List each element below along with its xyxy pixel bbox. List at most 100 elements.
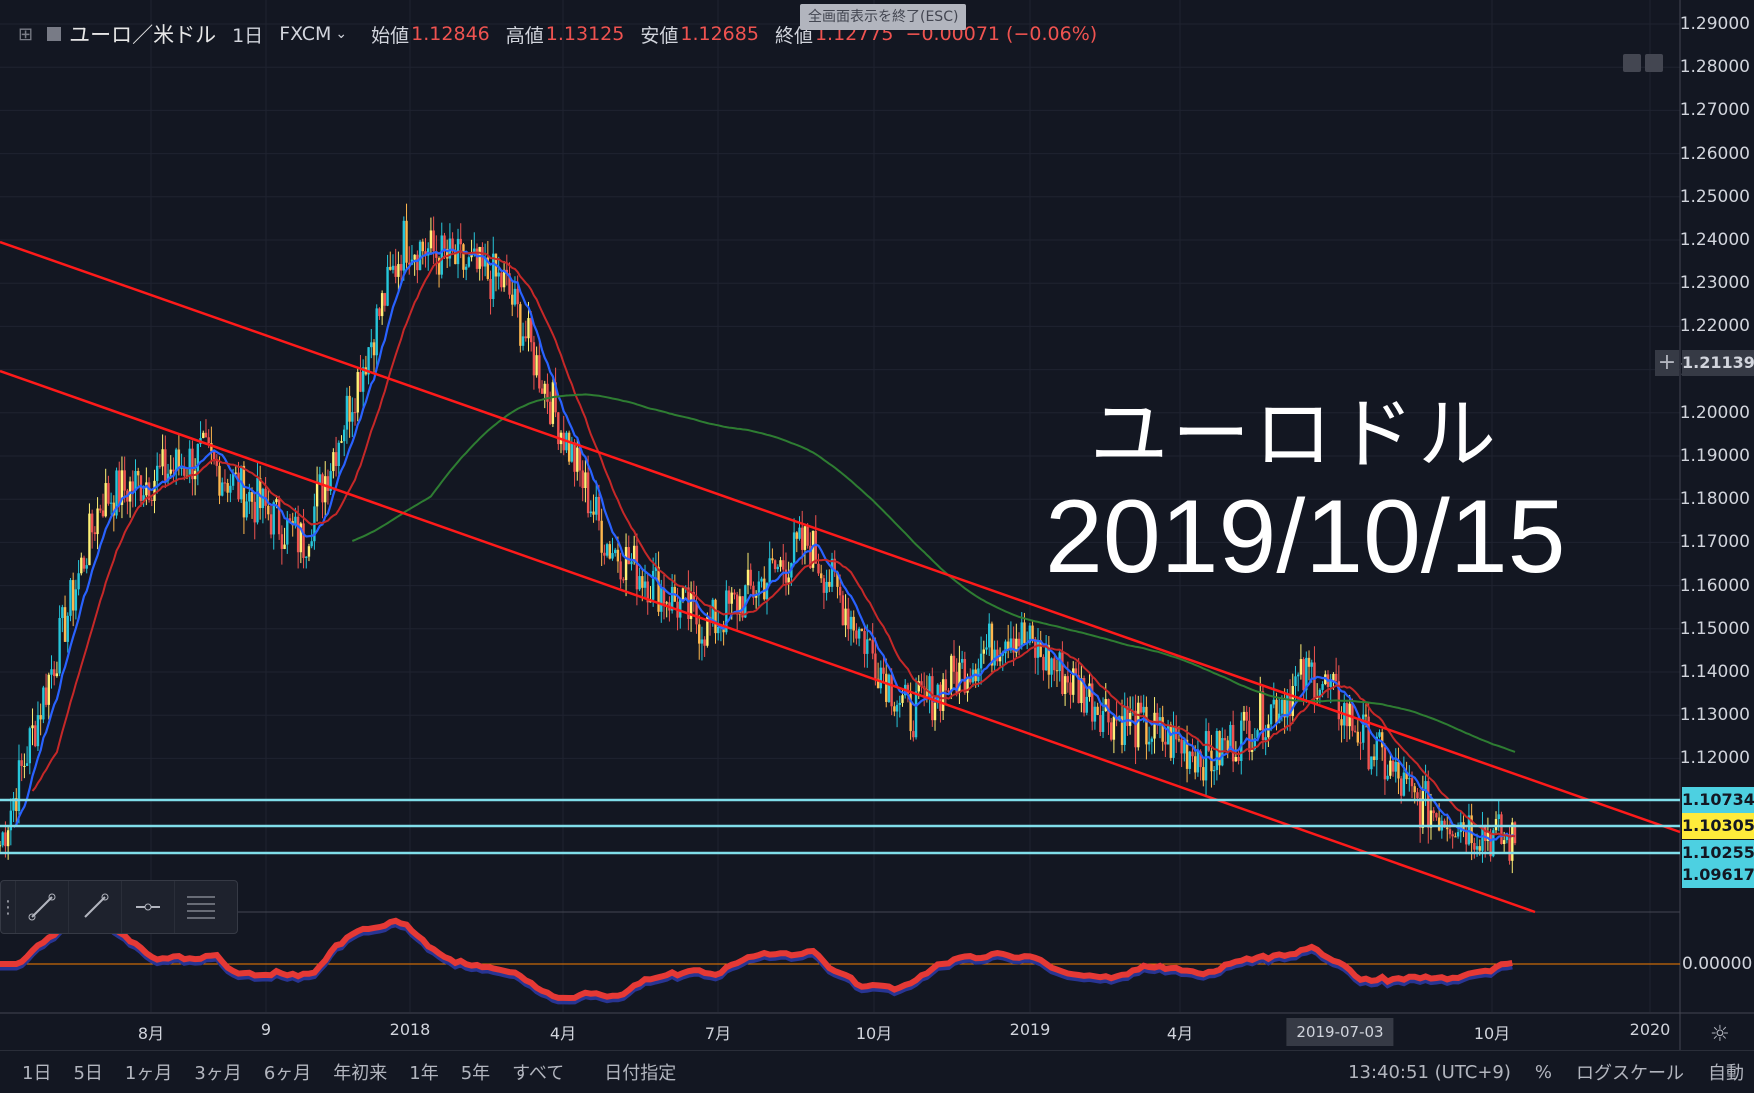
candle-body	[817, 563, 820, 574]
candle-body	[492, 253, 495, 300]
candle-body	[1386, 775, 1389, 780]
candle-body	[145, 482, 148, 496]
price-tick: 1.18000	[1679, 489, 1750, 510]
candle-body	[635, 545, 639, 590]
candle-body	[258, 478, 262, 509]
time-tick: 10月	[855, 1024, 893, 1043]
interval-label[interactable]: 1日	[232, 24, 264, 47]
parallel-channel-icon[interactable]	[174, 881, 227, 933]
candle-body	[448, 238, 452, 259]
candle-body	[188, 448, 191, 477]
crosshair-price-label: 1.21139	[1682, 350, 1754, 376]
price-tick: 1.12000	[1679, 748, 1750, 769]
candle-body	[1091, 683, 1094, 722]
candle-body	[622, 579, 625, 581]
price-tick: 1.23000	[1679, 273, 1750, 294]
candle-body	[1147, 741, 1151, 745]
candle-body	[535, 355, 538, 376]
price-axis[interactable]: 1.29000 1.28000 1.27000 1.26000 1.25000 1.240…	[1679, 0, 1754, 1040]
candle-body	[738, 596, 742, 615]
candle-body	[809, 545, 812, 568]
candle-body	[611, 553, 614, 559]
candle-body	[595, 496, 598, 515]
range-button[interactable]: 年初来	[333, 1063, 388, 1084]
candle-body	[806, 526, 809, 546]
candle-body	[746, 569, 750, 586]
candle-body	[1039, 640, 1042, 657]
range-button[interactable]: 5日	[73, 1063, 103, 1084]
date-picker-button[interactable]: 日付指定	[604, 1063, 677, 1084]
candle-body	[1, 832, 4, 846]
candle-body	[1269, 704, 1273, 725]
candle-body	[161, 449, 164, 467]
candle-body	[887, 674, 891, 702]
candle-body	[1099, 714, 1102, 732]
trendline-upper	[0, 240, 1681, 834]
candle-body	[131, 481, 134, 491]
candle-body	[741, 596, 744, 618]
horizontal-ray-icon[interactable]	[121, 881, 174, 933]
candle-body	[584, 472, 587, 489]
range-button[interactable]: 1日	[22, 1063, 52, 1084]
candle-body	[1359, 742, 1362, 744]
candle-body	[1481, 826, 1484, 851]
drag-handle-icon[interactable]: ⋮	[0, 896, 17, 918]
collapse-icon[interactable]	[1623, 54, 1641, 72]
candle-body	[17, 760, 21, 812]
candle-body	[700, 639, 704, 644]
candle-body	[933, 702, 937, 721]
settings-gear-icon[interactable]: ☼	[1710, 1022, 1730, 1047]
trend-line-icon[interactable]	[68, 881, 121, 933]
candle-body	[925, 689, 929, 697]
range-button[interactable]: 3ヶ月	[194, 1063, 242, 1084]
candle-body	[1394, 761, 1397, 772]
symbol-name[interactable]: ユーロ／米ドル	[69, 23, 217, 47]
candle-body	[947, 690, 950, 692]
candle-body	[1074, 668, 1078, 676]
plus-icon[interactable]: +	[1655, 350, 1679, 376]
candle-body	[1421, 790, 1425, 828]
candle-body	[1015, 638, 1018, 653]
candle-body	[44, 687, 48, 705]
exit-fullscreen-banner[interactable]: 全画面表示を終了(ESC)	[800, 4, 967, 30]
candle-body	[1356, 731, 1360, 743]
candle-body	[1161, 717, 1164, 742]
candle-body	[1465, 831, 1468, 845]
arrows-updown-icon[interactable]	[1645, 54, 1663, 72]
candle-body	[665, 602, 668, 604]
range-button[interactable]: すべて	[512, 1063, 565, 1084]
trend-angle-icon[interactable]	[15, 881, 68, 933]
candle-body	[993, 649, 996, 666]
range-button[interactable]: 1ヶ月	[124, 1063, 173, 1084]
source-label[interactable]: FXCM	[279, 23, 332, 45]
range-button[interactable]: 6ヶ月	[263, 1063, 312, 1084]
candle-body	[82, 557, 86, 569]
range-button[interactable]: 1年	[409, 1063, 439, 1084]
candle-body	[378, 308, 381, 317]
candle-body	[920, 681, 923, 687]
level-price-label: 1.10255	[1682, 840, 1754, 866]
candle-body	[424, 251, 427, 256]
candle-body	[1332, 673, 1335, 681]
percent-toggle[interactable]: %	[1534, 1061, 1552, 1083]
candle-body	[1177, 739, 1181, 741]
price-tick: 1.20000	[1679, 402, 1750, 423]
candle-body	[819, 573, 823, 579]
expand-icon[interactable]: ⊞	[18, 23, 34, 45]
price-tick: 1.15000	[1679, 618, 1750, 639]
candle-body	[164, 449, 167, 481]
chevron-down-icon[interactable]: ⌄	[335, 26, 348, 42]
candle-body	[478, 246, 481, 269]
auto-scale-toggle[interactable]: 自動	[1708, 1063, 1744, 1084]
candle-body	[1093, 706, 1097, 722]
candle-body	[632, 545, 636, 562]
candle-body	[61, 607, 64, 619]
candle-body	[139, 475, 143, 501]
candle-body	[857, 628, 861, 639]
candle-body	[532, 342, 536, 376]
candle-body	[1009, 638, 1013, 651]
log-scale-toggle[interactable]: ログスケール	[1576, 1063, 1684, 1084]
range-button[interactable]: 5年	[460, 1063, 491, 1084]
candle-body	[74, 589, 78, 611]
